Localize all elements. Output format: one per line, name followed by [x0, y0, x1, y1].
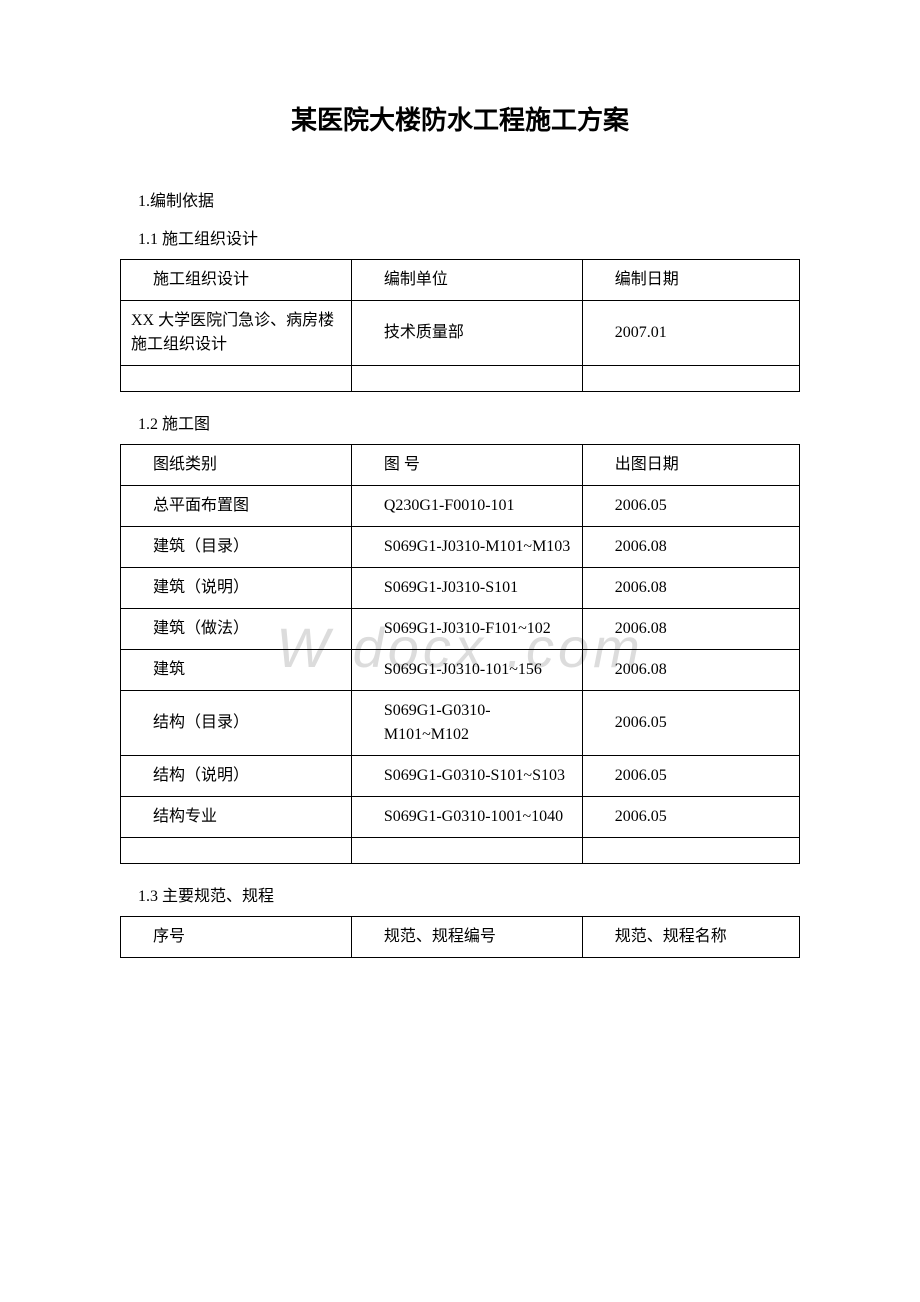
table-row	[121, 366, 800, 392]
table-cell: 建筑（目录）	[121, 527, 352, 568]
table-cell: 2006.05	[582, 756, 799, 797]
table-header-cell: 出图日期	[582, 445, 799, 486]
table-header-cell: 图纸类别	[121, 445, 352, 486]
table-header-cell: 编制单位	[351, 260, 582, 301]
table-header-cell: 规范、规程名称	[582, 917, 799, 958]
table-header-row: 图纸类别 图 号 出图日期	[121, 445, 800, 486]
table-cell: 2006.08	[582, 609, 799, 650]
table-cell: 结构（目录）	[121, 691, 352, 756]
table-cell	[121, 366, 352, 392]
table-cell	[582, 366, 799, 392]
table-row: 结构（目录） S069G1-G0310-M101~M102 2006.05	[121, 691, 800, 756]
table-cell: 结构（说明）	[121, 756, 352, 797]
table-cell: 2006.08	[582, 527, 799, 568]
table-header-cell: 编制日期	[582, 260, 799, 301]
table-header-cell: 图 号	[351, 445, 582, 486]
table-cell: 2006.05	[582, 797, 799, 838]
table-cell	[351, 366, 582, 392]
table-cell: S069G1-J0310-S101	[351, 568, 582, 609]
table-header-cell: 施工组织设计	[121, 260, 352, 301]
table-row: 建筑（做法） S069G1-J0310-F101~102 2006.08	[121, 609, 800, 650]
section-1-2-heading: 1.2 施工图	[138, 410, 800, 434]
table-cell: S069G1-J0310-101~156	[351, 650, 582, 691]
table-cell: 2006.08	[582, 650, 799, 691]
table-cell: 2006.05	[582, 486, 799, 527]
table-cell: 建筑（说明）	[121, 568, 352, 609]
table-specs: 序号 规范、规程编号 规范、规程名称	[120, 916, 800, 958]
table-row: 建筑 S069G1-J0310-101~156 2006.08	[121, 650, 800, 691]
table-cell	[351, 838, 582, 864]
table-cell: 技术质量部	[351, 301, 582, 366]
table-cell: S069G1-G0310-S101~S103	[351, 756, 582, 797]
page-title: 某医院大楼防水工程施工方案	[120, 100, 800, 137]
table-row: 建筑（说明） S069G1-J0310-S101 2006.08	[121, 568, 800, 609]
table-org-design: 施工组织设计 编制单位 编制日期 XX 大学医院门急诊、病房楼施工组织设计 技术…	[120, 259, 800, 392]
table-cell: S069G1-G0310-1001~1040	[351, 797, 582, 838]
table-row	[121, 838, 800, 864]
table-header-row: 施工组织设计 编制单位 编制日期	[121, 260, 800, 301]
table-drawings: 图纸类别 图 号 出图日期 总平面布置图 Q230G1-F0010-101 20…	[120, 444, 800, 864]
table-cell: Q230G1-F0010-101	[351, 486, 582, 527]
table-cell: S069G1-J0310-M101~M103	[351, 527, 582, 568]
table-cell: 2006.05	[582, 691, 799, 756]
table-cell: 建筑	[121, 650, 352, 691]
table-header-cell: 序号	[121, 917, 352, 958]
table-row: XX 大学医院门急诊、病房楼施工组织设计 技术质量部 2007.01	[121, 301, 800, 366]
table-cell: S069G1-G0310-M101~M102	[351, 691, 582, 756]
table-cell	[582, 838, 799, 864]
table-row: 总平面布置图 Q230G1-F0010-101 2006.05	[121, 486, 800, 527]
section-1-3-heading: 1.3 主要规范、规程	[138, 882, 800, 906]
table-row: 结构专业 S069G1-G0310-1001~1040 2006.05	[121, 797, 800, 838]
table-cell: 建筑（做法）	[121, 609, 352, 650]
table-row: 结构（说明） S069G1-G0310-S101~S103 2006.05	[121, 756, 800, 797]
table-header-cell: 规范、规程编号	[351, 917, 582, 958]
table-cell: S069G1-J0310-F101~102	[351, 609, 582, 650]
table-cell: 2007.01	[582, 301, 799, 366]
section-1-1-heading: 1.1 施工组织设计	[138, 225, 800, 249]
table-row: 建筑（目录） S069G1-J0310-M101~M103 2006.08	[121, 527, 800, 568]
section-1-heading: 1.编制依据	[138, 187, 800, 211]
table-cell: 结构专业	[121, 797, 352, 838]
table-cell	[121, 838, 352, 864]
table-header-row: 序号 规范、规程编号 规范、规程名称	[121, 917, 800, 958]
table-cell: XX 大学医院门急诊、病房楼施工组织设计	[121, 301, 352, 366]
table-cell: 2006.08	[582, 568, 799, 609]
table-cell: 总平面布置图	[121, 486, 352, 527]
